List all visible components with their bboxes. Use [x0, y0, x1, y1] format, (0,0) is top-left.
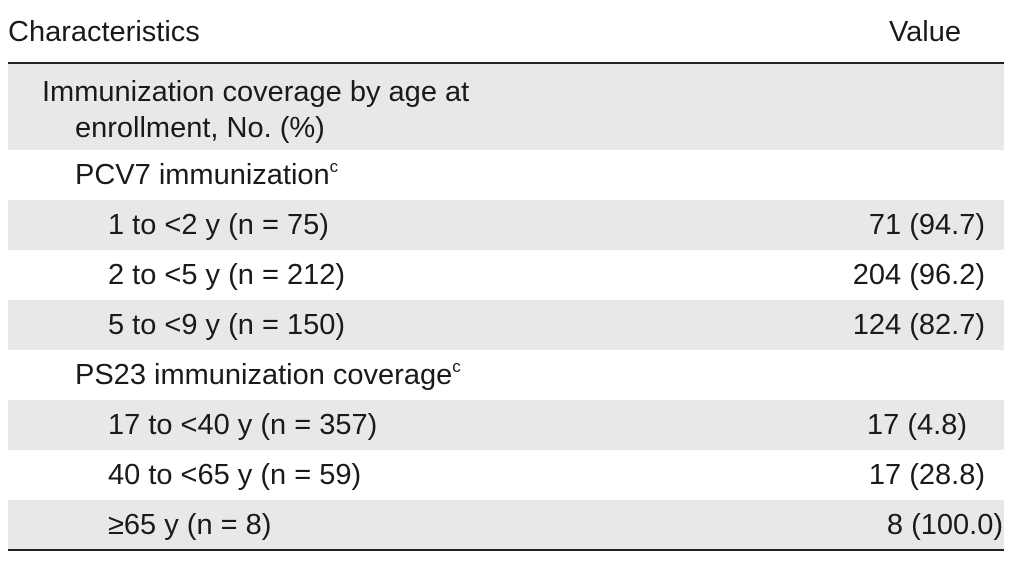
row-label: 2 to <5 y (n = 212) [108, 259, 345, 291]
top-rule [8, 62, 1004, 64]
table-row: 2 to <5 y (n = 212) 204 (96.2) [8, 250, 1004, 300]
row-value: 71 (94.7) [868, 209, 985, 241]
row-label-text: PS23 immunization coverage [75, 359, 453, 391]
table-row: 5 to <9 y (n = 150) 124 (82.7) [8, 300, 1004, 350]
header-value: Value [888, 16, 961, 48]
table-row: ≥65 y (n = 8) 8 (100.0) [8, 500, 1004, 550]
footnote-mark: c [329, 157, 339, 176]
table-row: 17 to <40 y (n = 357) 17 (4.8) [8, 400, 1004, 450]
table-row: PS23 immunization coveragec [8, 350, 1004, 400]
row-label: 40 to <65 y (n = 59) [108, 459, 362, 491]
table-row: Immunization coverage by age at enrollme… [8, 64, 1004, 150]
footnote-mark: c [452, 357, 461, 376]
bottom-rule [8, 549, 1004, 551]
row-value: 204 (96.2) [852, 259, 985, 291]
row-label: 5 to <9 y (n = 150) [108, 309, 345, 341]
row-value: 124 (82.7) [852, 309, 985, 341]
row-label: 1 to <2 y (n = 75) [108, 209, 329, 241]
table-row: 1 to <2 y (n = 75) 71 (94.7) [8, 200, 1004, 250]
row-value: 17 (4.8) [867, 409, 967, 441]
table-row: PCV7 immunizationc [8, 150, 1004, 200]
row-label: 17 to <40 y (n = 357) [108, 409, 378, 441]
row-value: 17 (28.8) [868, 459, 985, 491]
row-label: PCV7 immunizationc [75, 150, 338, 200]
row-label-text: PCV7 immunization [75, 159, 330, 191]
row-value: 8 (100.0) [886, 509, 1003, 541]
row-label: ≥65 y (n = 8) [108, 509, 272, 541]
table-row: 40 to <65 y (n = 59) 17 (28.8) [8, 450, 1004, 500]
header-characteristics: Characteristics [8, 16, 200, 48]
row-label: PS23 immunization coveragec [75, 350, 461, 400]
row-label: Immunization coverage by age at enrollme… [42, 76, 470, 144]
